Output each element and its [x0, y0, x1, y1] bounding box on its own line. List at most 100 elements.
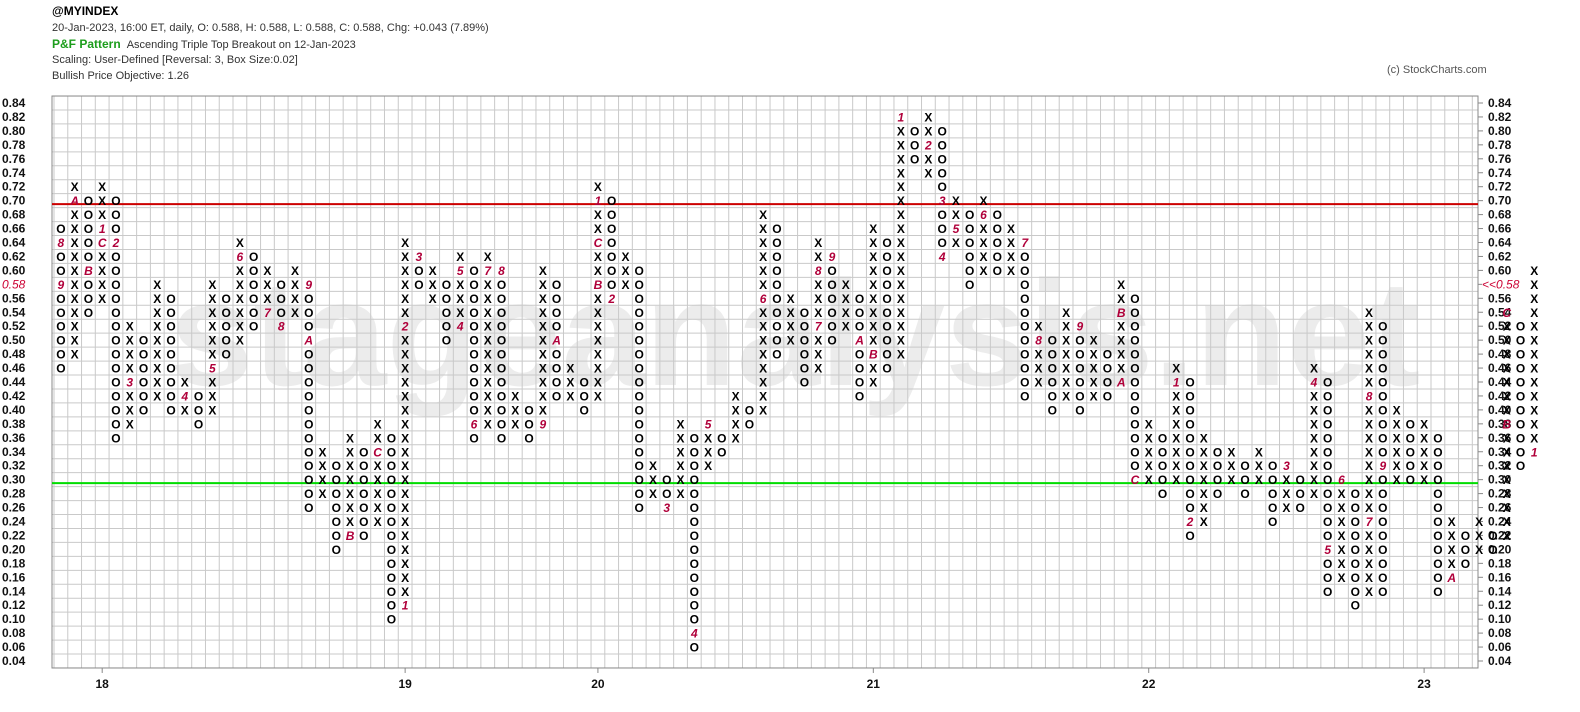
o-box: O [937, 180, 946, 194]
o-box: O [937, 222, 946, 236]
o-box: O [1433, 431, 1442, 445]
month-marker: 1 [402, 599, 409, 613]
o-box: O [1351, 529, 1360, 543]
y-tick-right: 0.46 [1488, 361, 1512, 375]
y-tick-right: 0.40 [1488, 403, 1512, 417]
month-marker: C [98, 236, 107, 250]
o-box: O [139, 334, 148, 348]
o-box: O [277, 306, 286, 320]
x-box: X [346, 487, 354, 501]
x-box: X [153, 389, 161, 403]
o-box: O [166, 292, 175, 306]
x-box: X [759, 278, 767, 292]
o-box: O [800, 348, 809, 362]
x-box: X [897, 208, 905, 222]
x-box: X [1062, 306, 1070, 320]
x-box: X [208, 320, 216, 334]
o-box: O [635, 417, 644, 431]
x-box: X [401, 571, 409, 585]
o-box: O [965, 222, 974, 236]
o-box: O [882, 362, 891, 376]
o-box: O [277, 278, 286, 292]
x-box: X [1145, 417, 1153, 431]
o-box: O [745, 417, 754, 431]
y-tick-right: 0.68 [1488, 208, 1512, 222]
o-box: O [690, 501, 699, 515]
o-box: O [635, 320, 644, 334]
ohlc-info: 20-Jan-2023, 16:00 ET, daily, O: 0.588, … [52, 22, 489, 34]
x-box: X [979, 250, 987, 264]
x-box: X [1365, 334, 1373, 348]
y-tick-left: 0.72 [2, 180, 26, 194]
o-box: O [800, 334, 809, 348]
x-box: X [153, 362, 161, 376]
x-box: X [1420, 445, 1428, 459]
y-tick-right: 0.60 [1488, 263, 1512, 277]
y-tick-right: 0.56 [1488, 291, 1512, 305]
x-box: X [484, 417, 492, 431]
o-box: O [772, 250, 781, 264]
o-box: O [1323, 585, 1332, 599]
y-tick-right: 0.52 [1488, 319, 1512, 333]
o-box: O [772, 320, 781, 334]
o-box: O [332, 501, 341, 515]
x-box: X [1365, 501, 1373, 515]
o-box: O [1185, 445, 1194, 459]
x-box: X [1172, 362, 1180, 376]
o-box: O [304, 473, 313, 487]
x-box: X [1255, 459, 1263, 473]
o-box: O [855, 306, 864, 320]
x-box: X [979, 222, 987, 236]
x-box: X [484, 306, 492, 320]
x-box: X [869, 334, 877, 348]
month-marker: 7 [484, 264, 492, 278]
o-box: O [1323, 571, 1332, 585]
x-box: X [1503, 501, 1511, 515]
x-box: X [594, 334, 602, 348]
o-box: O [1351, 487, 1360, 501]
o-box: O [855, 362, 864, 376]
x-box: X [236, 278, 244, 292]
x-box: X [869, 264, 877, 278]
y-tick-right: 0.72 [1488, 180, 1512, 194]
x-box: X [897, 278, 905, 292]
x-box: X [594, 208, 602, 222]
x-box: X [897, 264, 905, 278]
o-box: O [304, 320, 313, 334]
x-box: X [484, 278, 492, 292]
x-box: X [401, 459, 409, 473]
o-box: O [1075, 362, 1084, 376]
o-box: O [194, 403, 203, 417]
x-box: X [401, 515, 409, 529]
o-box: O [111, 403, 120, 417]
x-box: X [1365, 459, 1373, 473]
x-box: X [759, 264, 767, 278]
x-tick-label: 21 [867, 677, 881, 691]
x-box: X [1035, 362, 1043, 376]
month-marker: 4 [456, 320, 464, 334]
o-box: O [469, 292, 478, 306]
o-box: O [111, 417, 120, 431]
x-box: X [539, 278, 547, 292]
x-box: X [842, 292, 850, 306]
x-box: X [1365, 473, 1373, 487]
pattern-info: P&F Pattern Ascending Triple Top Breakout… [52, 37, 356, 51]
y-tick-right: 0.26 [1488, 501, 1512, 515]
x-box: X [71, 208, 79, 222]
o-box: O [166, 403, 175, 417]
o-box: O [469, 306, 478, 320]
x-box: X [1145, 431, 1153, 445]
o-box: O [882, 250, 891, 264]
month-marker: B [1117, 306, 1126, 320]
x-box: X [952, 236, 960, 250]
month-marker: C [594, 236, 603, 250]
o-box: O [827, 306, 836, 320]
x-box: X [236, 264, 244, 278]
x-tick-label: 18 [96, 677, 110, 691]
x-box: X [869, 376, 877, 390]
x-box: X [1503, 473, 1511, 487]
o-box: O [497, 376, 506, 390]
month-marker: 9 [1379, 459, 1386, 473]
y-tick-left: 0.68 [2, 208, 26, 222]
x-box: X [1503, 431, 1511, 445]
